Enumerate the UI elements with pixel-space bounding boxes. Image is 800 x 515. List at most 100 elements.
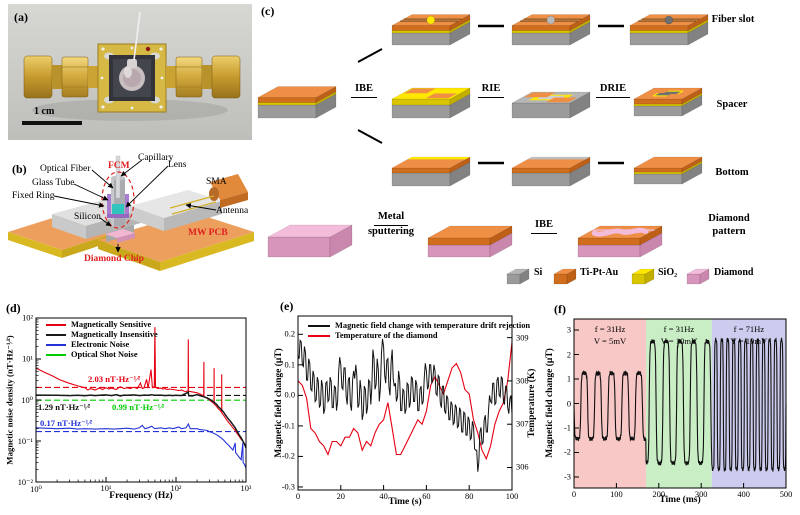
d-x-tick: 10⁰ [30, 485, 42, 494]
b-label-lens: Lens [168, 160, 187, 170]
f-x-axis-title: Time (ms) [659, 495, 701, 505]
noise-spectrum-chart [35, 317, 247, 483]
field-response-chart [573, 318, 787, 489]
b-label-optical-fiber: Optical Fiber [40, 164, 91, 174]
f-y-tick: 3 [566, 325, 571, 335]
f-y-tick: -3 [564, 472, 571, 482]
panel-a-photo: 1 cm [8, 4, 252, 140]
step-label-rie: RIE [474, 83, 508, 98]
f-y-axis-title: Magnetic field change (μT) [545, 348, 555, 458]
e-y-right-tick: 307 [516, 419, 529, 429]
legend-label-si: Si [534, 267, 543, 278]
sma-connector-right [166, 55, 241, 99]
f-x-tick: 200 [652, 490, 666, 499]
panel-e-drift-plot: Magnetic field change (μT) Temperature (… [272, 293, 540, 515]
legend-line-swatch [46, 323, 66, 326]
fcm-dashed-ellipse [101, 171, 135, 229]
sensor-3d-schematic [8, 155, 254, 271]
b-label-fixed-ring: Fixed Ring [12, 191, 55, 201]
e-y-axis-title-left: Magnetic field change (μT) [274, 348, 284, 458]
legend-entry: Optical Shot Noise [46, 350, 158, 359]
legend-entry: Magnetically Sensitive [46, 320, 158, 329]
f-region-label: f = 31Hz V = 5mV [593, 324, 627, 347]
b-label-sma: SMA [206, 177, 227, 187]
lens [112, 204, 124, 217]
optical-fiber-strand [133, 11, 141, 61]
mw-pcb-board-right [98, 212, 254, 271]
e-x-tick: 20 [336, 492, 345, 501]
e-y-left-tick: -0.2 [281, 451, 295, 461]
sma-connector [209, 174, 248, 208]
legend-label-sio2: SiO₂ [658, 267, 678, 278]
scale-bar [22, 121, 82, 125]
panel-letter-a: (a) [14, 10, 28, 24]
b-label-silicon: Silicon [74, 212, 101, 222]
f-x-tick: 300 [694, 490, 708, 499]
d-y-axis-title: Magnetic noise density (nT·Hz⁻¹⁄²) [4, 335, 15, 465]
f-x-tick: 500 [779, 490, 793, 499]
e-y-left-tick: 0.1 [284, 360, 295, 370]
e-legend: Magnetic field change with temperature d… [308, 321, 530, 340]
e-x-tick: 40 [379, 492, 388, 501]
d-x-tick: 10² [170, 484, 182, 493]
panel-letter-d: (d) [6, 301, 21, 315]
f-y-tick: -1 [564, 423, 571, 433]
noise-annotation: 1.29 nT·Hz⁻¹⁄² [38, 402, 91, 412]
antenna-pins [169, 195, 217, 215]
step-label-drie: DRIE [592, 83, 634, 98]
sma-connector-left [23, 55, 98, 99]
legend-line-swatch [46, 353, 66, 356]
e-y-left-tick: 0.0 [284, 390, 295, 400]
f-y-tick: 1 [566, 374, 571, 384]
e-y-left-tick: -0.1 [281, 421, 295, 431]
step-label-ibe-2: IBE [524, 219, 564, 234]
e-x-tick: 80 [465, 492, 474, 501]
e-x-tick: 60 [422, 492, 431, 501]
b-label-glass-tube: Glass Tube [32, 178, 75, 188]
f-x-tick: 100 [610, 490, 623, 499]
device-photo [8, 4, 252, 140]
d-y-tick: 10² [22, 313, 33, 323]
f-x-tick: 400 [737, 490, 750, 499]
step-label-ibe-1: IBE [344, 83, 384, 98]
noise-annotation: 0.99 nT·Hz⁻¹⁄² [112, 402, 165, 412]
f-region-label: f = 71Hz V = 10mV [730, 324, 768, 347]
legend-label-diamond: Diamond [714, 267, 754, 278]
panel-c-process-flow [257, 14, 710, 285]
e-y-right-tick: 306 [516, 462, 529, 472]
panel-letter-e: (e) [280, 299, 294, 313]
panel-letter-c: (c) [261, 4, 275, 18]
output-label-bottom: Bottom [715, 167, 749, 178]
f-x-tick: 0 [571, 490, 577, 499]
legend-entry: Magnetically Insensitive [46, 330, 158, 339]
legend-entry-label: Electronic Noise [71, 340, 130, 349]
legend-entry: Electronic Noise [46, 340, 158, 349]
output-label-diamond-pattern: Diamond pattern [708, 213, 750, 238]
b-label-fcm: FCM [108, 161, 130, 171]
output-label-fiber-slot: Fiber slot [711, 14, 755, 25]
f-y-tick: 2 [566, 350, 571, 359]
scale-bar-label: 1 cm [34, 106, 55, 117]
e-x-tick: 100 [505, 492, 519, 501]
f-y-tick: 0 [566, 399, 571, 408]
output-label-spacer: Spacer [716, 99, 748, 110]
d-x-tick: 10¹ [100, 484, 112, 493]
step-label-metal-sputtering: Metal sputtering [367, 211, 415, 237]
noise-annotation: 0.17 nT·Hz⁻¹⁄² [40, 418, 93, 428]
legend-entry-label: Magnetically Sensitive [71, 320, 152, 329]
e-x-tick: 0 [295, 492, 301, 501]
label-arrows [53, 159, 217, 253]
legend-entry: Magnetic field change with temperature d… [308, 321, 530, 330]
d-x-tick: 10³ [240, 484, 252, 493]
e-x-axis-title: Time (s) [388, 497, 422, 507]
capillary [115, 155, 121, 199]
drift-rejection-chart [297, 315, 513, 491]
b-label-antenna: Antenna [216, 206, 249, 216]
red-led-dot [145, 46, 151, 52]
b-label-diamond-chip: Diamond Chip [84, 254, 144, 264]
b-label-mw-pcb: MW PCB [188, 228, 228, 238]
f-region-label: f = 31Hz V = 10mV [660, 324, 698, 347]
panel-letter-b: (b) [12, 162, 27, 176]
legend-line-swatch [308, 334, 330, 337]
